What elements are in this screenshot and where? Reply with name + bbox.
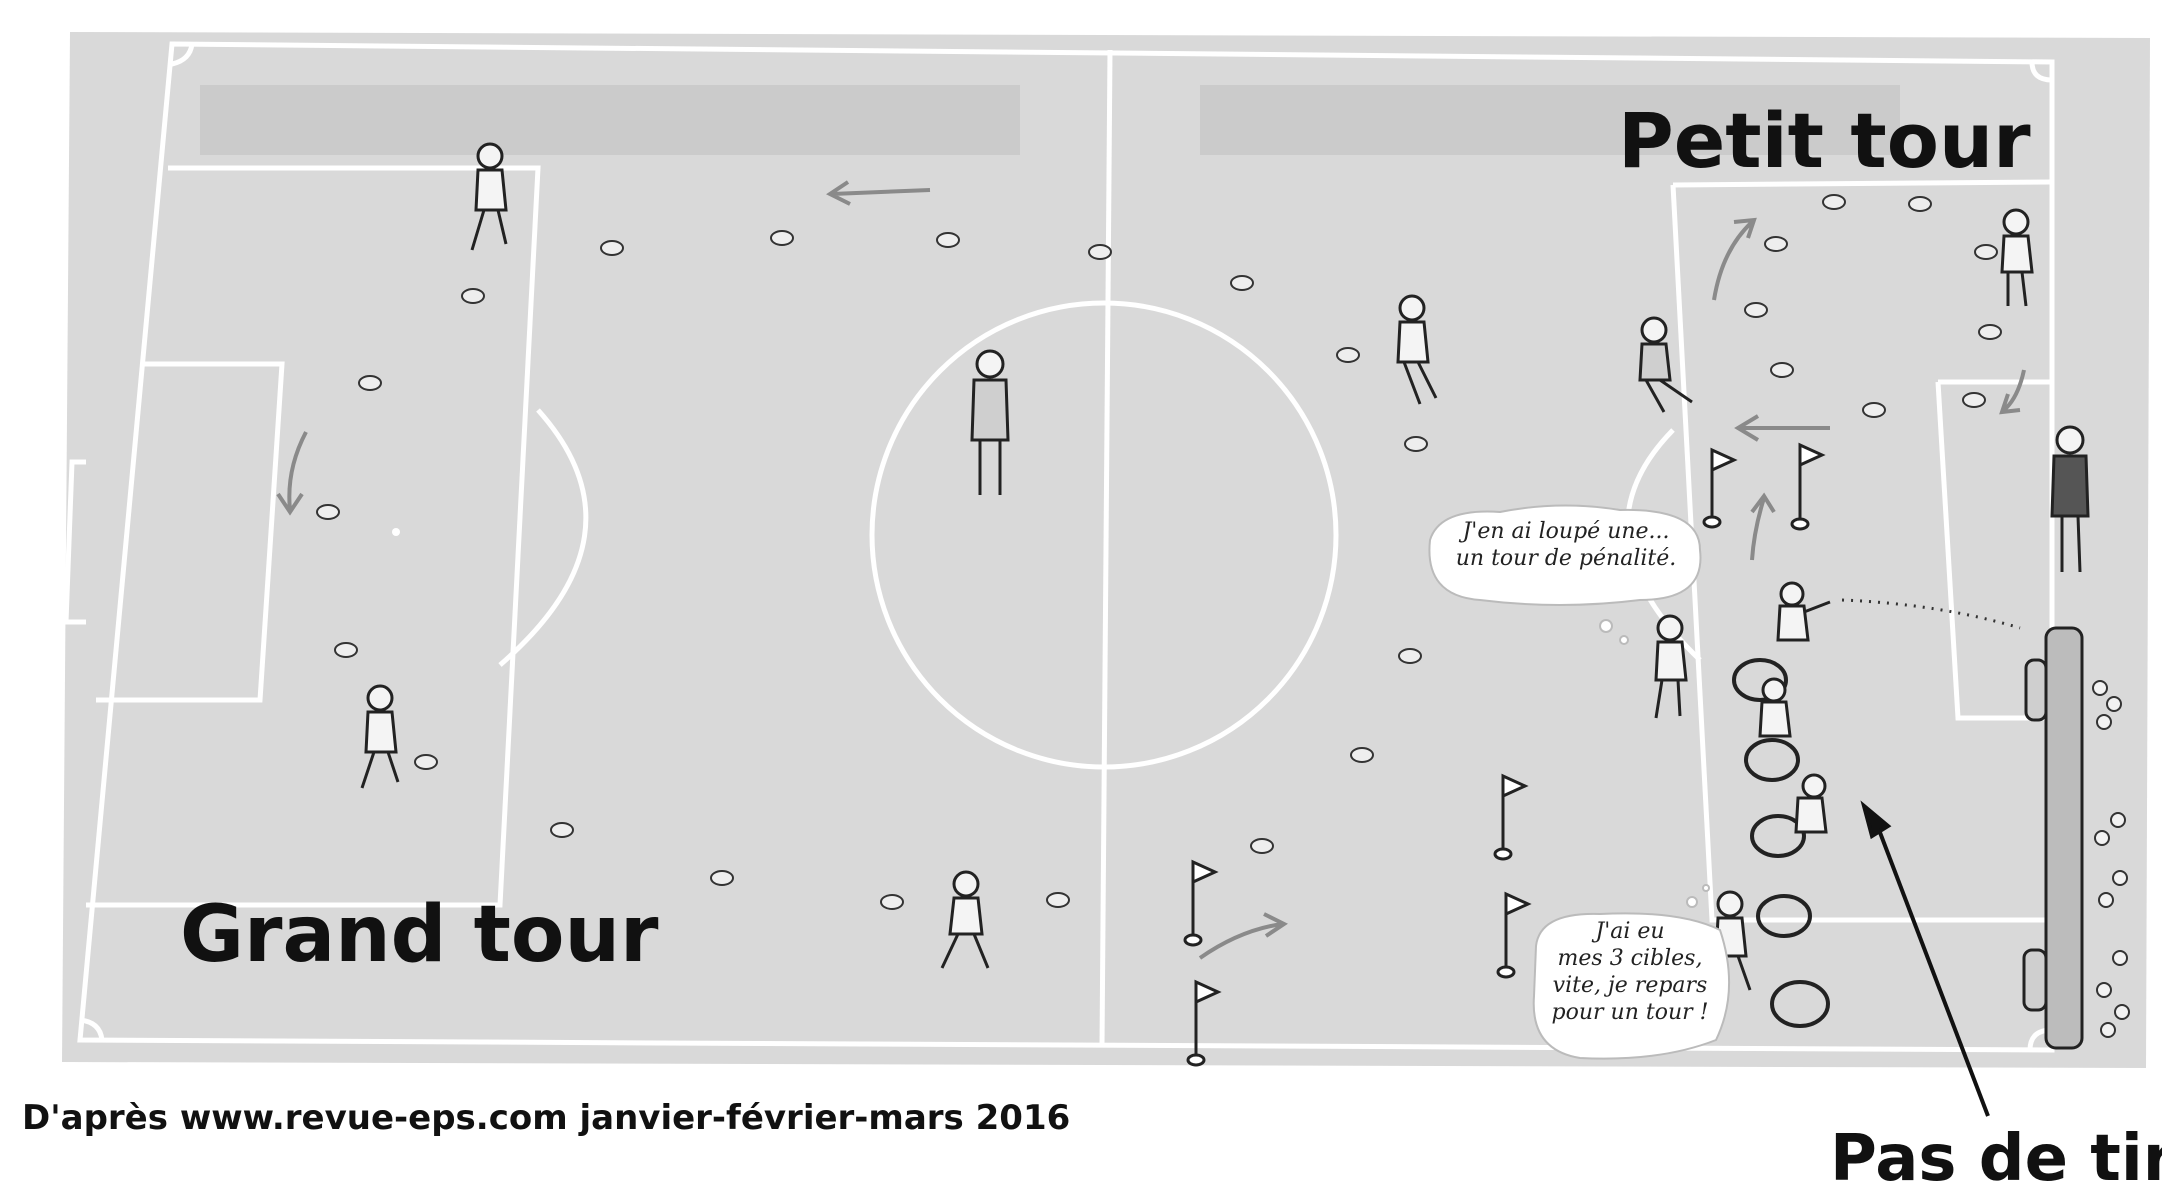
left-penalty-area <box>86 165 541 908</box>
target-balls <box>2092 680 2130 1038</box>
bubble-line: vite, je repars <box>1552 973 1708 998</box>
cone <box>1398 648 1422 664</box>
outer-boundary <box>77 41 2055 1053</box>
arrow-down-left <box>276 431 308 516</box>
speech-bubble-success: J'ai eu mes 3 cibles, vite, je repars po… <box>1530 918 1730 1026</box>
cone <box>1974 244 1998 260</box>
flags <box>1183 442 1826 1067</box>
source-credit: D'après www.revue-eps.com janvier-févrie… <box>22 1098 1071 1138</box>
hoop <box>1770 980 1830 1028</box>
cone <box>1350 747 1374 763</box>
corner-arcs <box>79 43 2053 1051</box>
right-goal-area <box>1935 379 2052 721</box>
flag <box>1702 447 1738 529</box>
bubble-line: mes 3 cibles, <box>1557 946 1703 971</box>
direction-arrows <box>276 180 2026 960</box>
runner-bottom-left <box>360 684 400 789</box>
cone <box>414 754 438 770</box>
coach-center <box>970 349 1010 495</box>
left-penalty-arc <box>498 408 589 667</box>
flag <box>1186 979 1222 1067</box>
hoop <box>1732 658 1788 702</box>
cone <box>316 504 340 520</box>
cone <box>1404 436 1428 452</box>
cone <box>1822 194 1846 210</box>
cone <box>1744 302 1768 318</box>
hoop <box>1756 894 1812 938</box>
bubble-line: J'ai eu <box>1595 919 1665 944</box>
runner-top-left <box>470 142 508 251</box>
label-petit-tour: Petit tour <box>1618 96 2031 185</box>
label-pas-de-tir: Pas de tir <box>1830 1122 2162 1196</box>
runner-center-right <box>1396 294 1438 405</box>
runner-bottom-center <box>940 870 990 969</box>
speech-bubble-shapes <box>1428 504 1731 1060</box>
penalty-spot-left <box>392 528 400 536</box>
arrow-up <box>1750 492 1776 561</box>
shooting-hoops <box>1732 658 1830 1028</box>
cone <box>600 240 624 256</box>
right-penalty-area <box>1670 179 2053 923</box>
target-bench <box>2022 626 2084 1050</box>
cone <box>1046 892 1070 908</box>
speech-bubble-penalty: J'en ai loupé une... un tour de pénalité… <box>1436 518 1696 572</box>
shooter-2 <box>1758 677 1792 738</box>
cone <box>880 894 904 910</box>
pas-de-tir-pointer <box>1860 800 1990 1117</box>
bubble-line: J'en ai loupé une... <box>1462 519 1670 544</box>
runner-penalty <box>1654 614 1688 719</box>
coach-right <box>2050 425 2090 573</box>
cone <box>1908 196 1932 212</box>
cone <box>1770 362 1794 378</box>
faded-ground-markings <box>200 85 1900 155</box>
label-grand-tour: Grand tour <box>180 890 659 980</box>
cone <box>1862 402 1886 418</box>
cone <box>1336 347 1360 363</box>
hoop <box>1750 814 1806 858</box>
cone <box>358 375 382 391</box>
cone <box>710 870 734 886</box>
cone <box>1764 236 1788 252</box>
runner-top-right <box>2000 208 2034 307</box>
cone <box>334 642 358 658</box>
cone <box>1962 392 1986 408</box>
flag <box>1183 859 1219 947</box>
arrow-right-bottom <box>1198 912 1288 960</box>
cone <box>936 232 960 248</box>
halfway-line <box>1099 49 1113 1047</box>
flag <box>1790 442 1826 531</box>
bubble-line: un tour de pénalité. <box>1455 546 1677 571</box>
shooter-1 <box>1776 581 1831 642</box>
arrow-left-right <box>1734 414 1830 442</box>
shooter-3 <box>1794 773 1828 834</box>
field-lines <box>63 41 2055 1053</box>
bubble-line: pour un tour ! <box>1551 1000 1709 1025</box>
arrow-left <box>826 180 931 206</box>
left-goal <box>63 459 86 625</box>
runner-right <box>1638 316 1693 413</box>
arrow-down-right <box>1999 369 2026 415</box>
center-circle <box>869 300 1339 770</box>
left-goal-area <box>96 361 285 703</box>
cones <box>316 194 2002 910</box>
cone <box>461 288 485 304</box>
cone <box>1978 324 2002 340</box>
hoop <box>1744 738 1800 782</box>
flag <box>1496 891 1532 979</box>
arrow-up-right <box>1712 217 1757 301</box>
flag <box>1493 773 1529 861</box>
cone <box>1088 244 1112 260</box>
cone <box>1250 838 1274 854</box>
cone <box>1230 275 1254 291</box>
cone <box>550 822 574 838</box>
people <box>360 142 2090 993</box>
cone <box>770 230 794 246</box>
